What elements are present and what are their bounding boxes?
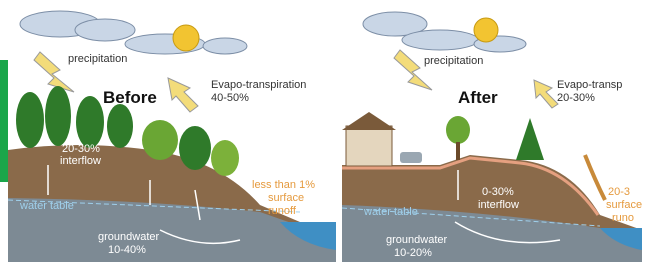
cloud <box>203 38 247 54</box>
tree <box>446 116 470 144</box>
runoff-label: runo <box>612 212 634 224</box>
runoff-amount: less than 1% <box>252 179 315 191</box>
tree <box>142 120 178 160</box>
evapotranspiration-label: Evapo-transp <box>557 79 622 91</box>
tree <box>179 126 211 170</box>
precipitation-label: precipitation <box>424 55 483 67</box>
tree <box>107 104 133 148</box>
cloud <box>75 19 135 41</box>
evapotranspiration-amount: 40-50% <box>211 92 249 104</box>
runoff-amount: 20-3 <box>608 186 630 198</box>
diagram: precipitation Before Evapo-transpiration… <box>0 0 654 267</box>
groundwater-amount: 10-40% <box>108 244 146 256</box>
car <box>400 152 422 163</box>
trunk <box>456 142 460 160</box>
runoff-label: surface <box>606 199 642 211</box>
groundwater-label: groundwater <box>386 234 447 246</box>
interflow-label: interflow <box>60 155 101 167</box>
interflow-amount: 0-30% <box>482 186 514 198</box>
runoff-label: surface <box>268 192 304 204</box>
precipitation-label: precipitation <box>68 53 127 65</box>
panel-title: Before <box>103 88 157 107</box>
interflow-amount: 20-30% <box>62 143 100 155</box>
runoff-label: runoff <box>268 205 297 217</box>
groundwater-label: groundwater <box>98 231 159 243</box>
page: precipitation Before Evapo-transpiration… <box>0 0 654 267</box>
before-panel: precipitation Before Evapo-transpiration… <box>8 0 336 262</box>
after-panel: precipitation After Evapo-transp 20-30% … <box>342 0 642 262</box>
panel-title: After <box>458 88 498 107</box>
water-table-label: water table <box>19 200 74 212</box>
tree <box>211 140 239 176</box>
water-table-label: water table <box>363 206 418 218</box>
sun <box>474 18 498 42</box>
tree <box>76 96 104 148</box>
tree <box>16 92 44 148</box>
tree <box>45 86 71 146</box>
house <box>346 126 392 166</box>
groundwater-amount: 10-20% <box>394 247 432 259</box>
evapotranspiration-amount: 20-30% <box>557 92 595 104</box>
evapotranspiration-label: Evapo-transpiration <box>211 79 306 91</box>
interflow-label: interflow <box>478 199 519 211</box>
sun <box>173 25 199 51</box>
cloud <box>402 30 478 50</box>
